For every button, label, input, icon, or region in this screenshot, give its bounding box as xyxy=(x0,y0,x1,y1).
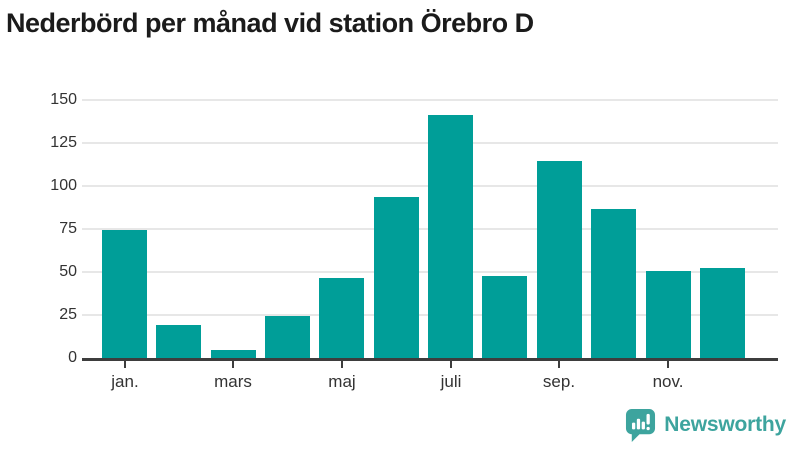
x-axis-tick xyxy=(341,361,343,368)
x-axis-tick xyxy=(124,361,126,368)
bar-juli xyxy=(428,115,473,359)
x-axis-tick-label: jan. xyxy=(111,372,139,391)
bar-okt. xyxy=(591,209,636,359)
bar-maj xyxy=(319,278,364,359)
bar-nov. xyxy=(646,271,691,359)
x-axis-tick xyxy=(667,361,669,368)
chart-title: Nederbörd per månad vid station Örebro D xyxy=(6,8,534,38)
y-axis-tick-label: 75 xyxy=(59,220,77,237)
bar-dec. xyxy=(700,268,745,359)
bar-april xyxy=(265,316,310,359)
x-axis-tick xyxy=(450,361,452,368)
bar-feb. xyxy=(156,325,201,359)
y-axis-tick-label: 100 xyxy=(50,177,77,194)
y-axis-tick-label: 50 xyxy=(59,263,77,280)
x-axis-line xyxy=(82,358,778,361)
y-gridline xyxy=(82,99,778,101)
y-axis-tick-label: 125 xyxy=(50,134,77,151)
x-axis-tick-label: mars xyxy=(214,372,252,391)
bar-chart-speech-bubble-icon xyxy=(625,408,656,442)
y-axis-tick-label: 25 xyxy=(59,306,77,323)
bar-sep. xyxy=(537,161,582,359)
x-axis-tick-label: juli xyxy=(440,372,462,391)
bar-aug. xyxy=(482,276,527,359)
bar-jan. xyxy=(102,230,147,359)
newsworthy-brand-text: Newsworthy xyxy=(664,413,786,436)
bar-juni xyxy=(374,197,419,359)
x-axis-tick-label: maj xyxy=(328,372,356,391)
x-axis-tick xyxy=(558,361,560,368)
bar-mars xyxy=(211,350,256,359)
y-axis-tick-label: 0 xyxy=(68,349,77,366)
x-axis-tick xyxy=(232,361,234,368)
x-axis-tick-label: nov. xyxy=(652,372,684,391)
y-axis-tick-label: 150 xyxy=(50,91,77,108)
x-axis-tick-label: sep. xyxy=(542,372,576,391)
newsworthy-logo: Newsworthy xyxy=(625,408,786,442)
